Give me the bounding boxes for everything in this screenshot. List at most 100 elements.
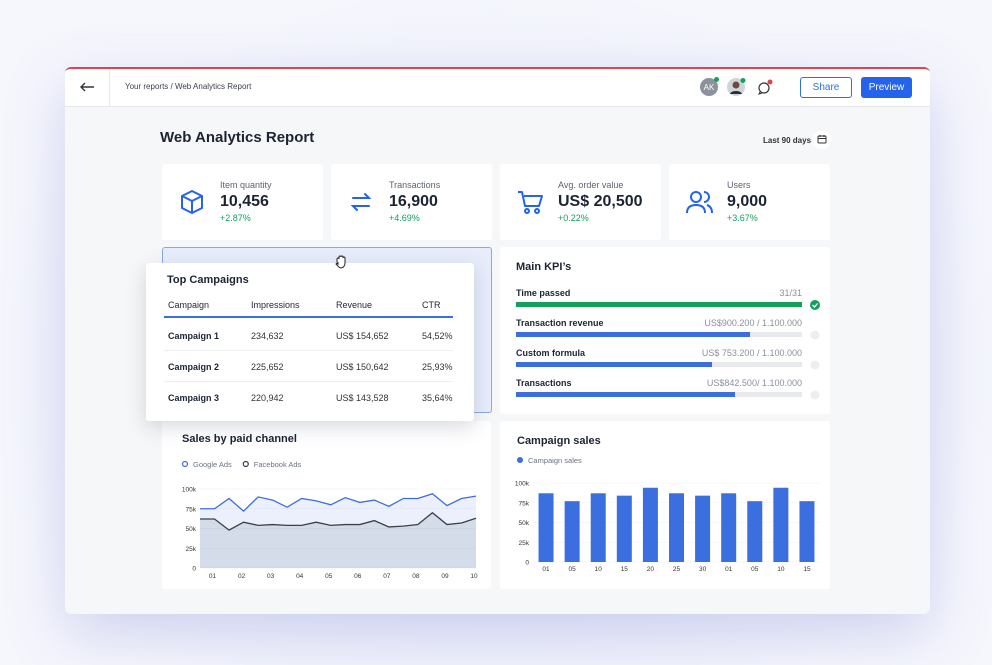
table-cell: 234,632 bbox=[251, 331, 284, 341]
kpi-change: +0.22% bbox=[558, 213, 589, 223]
kpi-row-progress: 31/31 bbox=[779, 288, 802, 298]
bar bbox=[669, 493, 684, 562]
legend-marker bbox=[181, 460, 189, 468]
back-arrow[interactable] bbox=[79, 81, 95, 93]
x-tick-label: 04 bbox=[296, 573, 304, 580]
y-tick-label: 25k bbox=[186, 546, 197, 553]
x-tick-label: 08 bbox=[412, 573, 420, 580]
table-cell: 54,52% bbox=[422, 331, 453, 341]
check-icon bbox=[810, 300, 820, 310]
table-cell: 220,942 bbox=[251, 393, 284, 403]
x-tick-label: 01 bbox=[209, 573, 217, 580]
kpi-card: Transactions 16,900 +4.69% bbox=[331, 164, 492, 240]
kpi-label: Item quantity bbox=[220, 180, 272, 190]
x-tick-label: 10 bbox=[470, 573, 478, 580]
kpi-change: +4.69% bbox=[389, 213, 420, 223]
kpi-row-progress: US$842.500/ 1.100.000 bbox=[706, 378, 802, 388]
area bbox=[200, 512, 476, 568]
report-title: Web Analytics Report bbox=[160, 129, 315, 146]
date-range[interactable]: Last 90 days bbox=[763, 136, 812, 145]
column-header: Revenue bbox=[336, 300, 373, 310]
column-header: Impressions bbox=[251, 300, 300, 310]
kpi-value: 9,000 bbox=[727, 193, 768, 210]
bar-chart-card: Campaign sales Campaign sales 0 25k 50k 75k 10… bbox=[500, 421, 830, 589]
x-tick-label: 15 bbox=[803, 566, 811, 573]
share-button[interactable]: Share bbox=[800, 77, 852, 98]
x-tick-label: 01 bbox=[542, 566, 550, 573]
bar bbox=[590, 493, 606, 562]
pending-icon bbox=[810, 330, 820, 340]
bar bbox=[747, 501, 763, 562]
x-tick-label: 09 bbox=[441, 573, 449, 580]
card-title: Main KPI’s bbox=[516, 261, 572, 273]
progress-bar bbox=[516, 392, 736, 397]
kpi-icon bbox=[518, 191, 543, 214]
kpi-icon bbox=[350, 193, 372, 211]
y-tick-label: 75k bbox=[186, 506, 197, 513]
table-cell: US$ 154,652 bbox=[336, 331, 389, 341]
x-tick-label: 02 bbox=[238, 573, 246, 580]
x-tick-label: 30 bbox=[699, 566, 707, 573]
progress-bar bbox=[516, 332, 751, 337]
line bbox=[200, 511, 477, 531]
legend-marker bbox=[517, 457, 523, 463]
kpi-icon bbox=[181, 190, 203, 214]
line-chart-card: Sales by paid channel Google Ads Facebook … bbox=[162, 421, 491, 589]
calendar-button[interactable] bbox=[812, 130, 832, 150]
kpi-icon bbox=[686, 191, 713, 214]
x-tick-label: 01 bbox=[725, 566, 733, 573]
kpi-row-label: Transaction revenue bbox=[516, 318, 604, 328]
y-tick-label: 0 bbox=[192, 566, 196, 573]
progress-bar bbox=[516, 302, 802, 307]
table-cell: 225,652 bbox=[251, 362, 284, 372]
report-window: Your reports / Web Analytics Report AK S… bbox=[65, 67, 930, 614]
kpi-label: Users bbox=[727, 180, 751, 190]
bar bbox=[642, 487, 658, 562]
x-tick-label: 06 bbox=[354, 573, 362, 580]
y-tick-label: 50k bbox=[186, 526, 197, 533]
bar bbox=[564, 501, 580, 562]
x-tick-label: 03 bbox=[267, 573, 275, 580]
row-separator bbox=[164, 350, 453, 351]
top-campaigns-card[interactable]: Top Campaigns Campaign Impressions Revenue C… bbox=[146, 263, 474, 421]
y-tick-label: 0 bbox=[525, 560, 529, 567]
bar bbox=[773, 487, 789, 562]
bar bbox=[538, 493, 554, 562]
status-dot bbox=[714, 77, 719, 82]
legend-label: Campaign sales bbox=[528, 456, 582, 465]
kpi-value: 10,456 bbox=[220, 193, 269, 210]
bar bbox=[721, 493, 737, 562]
avatar-photo[interactable] bbox=[727, 78, 747, 98]
y-tick-label: 100k bbox=[182, 487, 197, 494]
x-tick-label: 05 bbox=[569, 566, 577, 573]
comments-icon[interactable] bbox=[755, 78, 775, 98]
table-cell: US$ 143,528 bbox=[336, 393, 389, 403]
y-tick-label: 50k bbox=[519, 520, 530, 527]
chart-title: Sales by paid channel bbox=[182, 433, 297, 445]
line bbox=[200, 493, 477, 513]
x-tick-label: 10 bbox=[777, 566, 785, 573]
pending-icon bbox=[810, 360, 820, 370]
x-tick-label: 07 bbox=[383, 573, 391, 580]
card-title: Top Campaigns bbox=[167, 274, 249, 286]
divider bbox=[109, 69, 110, 106]
kpi-row-progress: US$ 753.200 / 1.100.000 bbox=[701, 348, 802, 358]
kpi-card: Users 9,000 +3.67% bbox=[669, 164, 830, 240]
table-cell: Campaign 3 bbox=[168, 393, 220, 403]
preview-button[interactable]: Preview bbox=[861, 77, 912, 98]
kpi-change: +2.87% bbox=[220, 213, 251, 223]
bar bbox=[799, 501, 815, 562]
kpi-value: 16,900 bbox=[389, 193, 438, 210]
header-underline bbox=[164, 316, 453, 318]
kpi-row-label: Transactions bbox=[516, 378, 572, 388]
pending-icon bbox=[810, 390, 820, 400]
breadcrumb[interactable]: Your reports / Web Analytics Report bbox=[125, 82, 252, 91]
row-separator bbox=[164, 381, 453, 382]
avatar[interactable]: AK bbox=[700, 78, 718, 96]
x-tick-label: 10 bbox=[595, 566, 603, 573]
x-tick-label: 05 bbox=[325, 573, 333, 580]
table-cell: US$ 150,642 bbox=[336, 362, 389, 372]
top-bar: Your reports / Web Analytics Report AK S… bbox=[65, 69, 930, 107]
kpi-row-label: Time passed bbox=[516, 288, 571, 298]
table-cell: 25,93% bbox=[422, 362, 453, 372]
